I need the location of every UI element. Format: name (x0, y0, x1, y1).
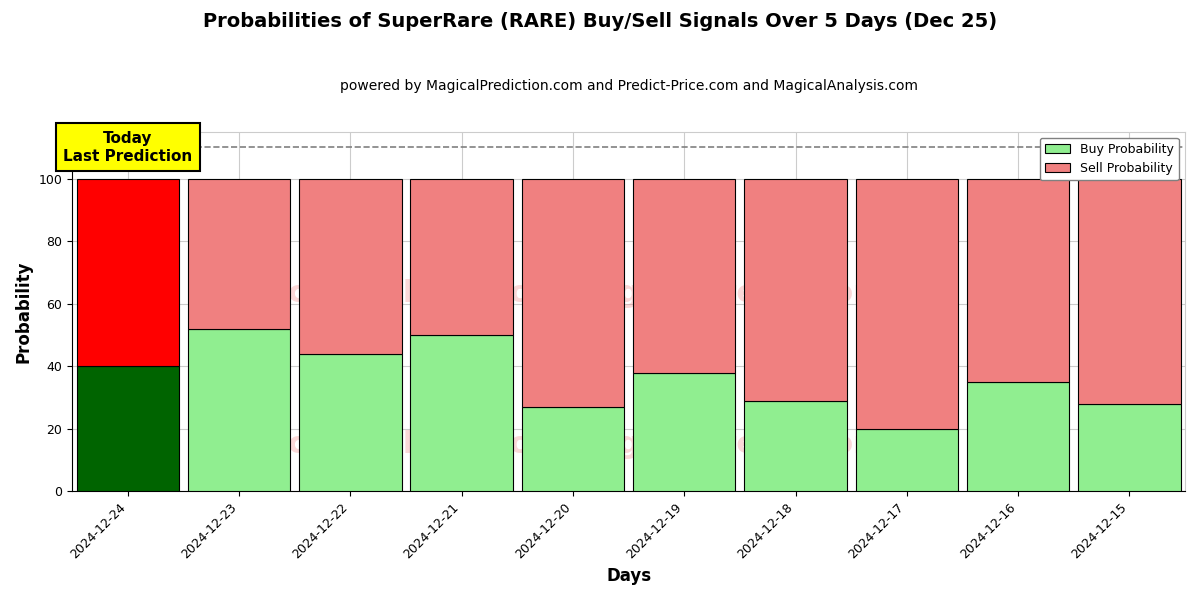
Text: MagicalPrediction.com: MagicalPrediction.com (568, 279, 958, 308)
Bar (522, 407, 624, 491)
Text: Probabilities of SuperRare (RARE) Buy/Sell Signals Over 5 Days (Dec 25): Probabilities of SuperRare (RARE) Buy/Se… (203, 12, 997, 31)
Text: MagicalAnalysis.com: MagicalAnalysis.com (205, 279, 563, 308)
Bar (299, 354, 402, 491)
Y-axis label: Probability: Probability (16, 260, 34, 363)
Bar (410, 179, 512, 335)
Bar (634, 179, 736, 373)
Legend: Buy Probability, Sell Probability: Buy Probability, Sell Probability (1040, 138, 1178, 180)
Bar (744, 401, 847, 491)
Bar (856, 179, 958, 429)
Bar (188, 179, 290, 329)
Bar (299, 179, 402, 354)
Bar (77, 367, 179, 491)
Bar (188, 329, 290, 491)
Bar (410, 335, 512, 491)
Bar (77, 179, 179, 367)
Bar (522, 179, 624, 407)
Bar (856, 429, 958, 491)
Text: MagicalAnalysis.com: MagicalAnalysis.com (205, 430, 563, 459)
Bar (1078, 404, 1181, 491)
Text: MagicalPrediction.com: MagicalPrediction.com (568, 430, 958, 459)
Bar (1078, 179, 1181, 404)
X-axis label: Days: Days (606, 567, 652, 585)
Title: powered by MagicalPrediction.com and Predict-Price.com and MagicalAnalysis.com: powered by MagicalPrediction.com and Pre… (340, 79, 918, 93)
Bar (967, 179, 1069, 382)
Bar (634, 373, 736, 491)
Bar (744, 179, 847, 401)
Bar (967, 382, 1069, 491)
Text: Today
Last Prediction: Today Last Prediction (64, 131, 192, 164)
